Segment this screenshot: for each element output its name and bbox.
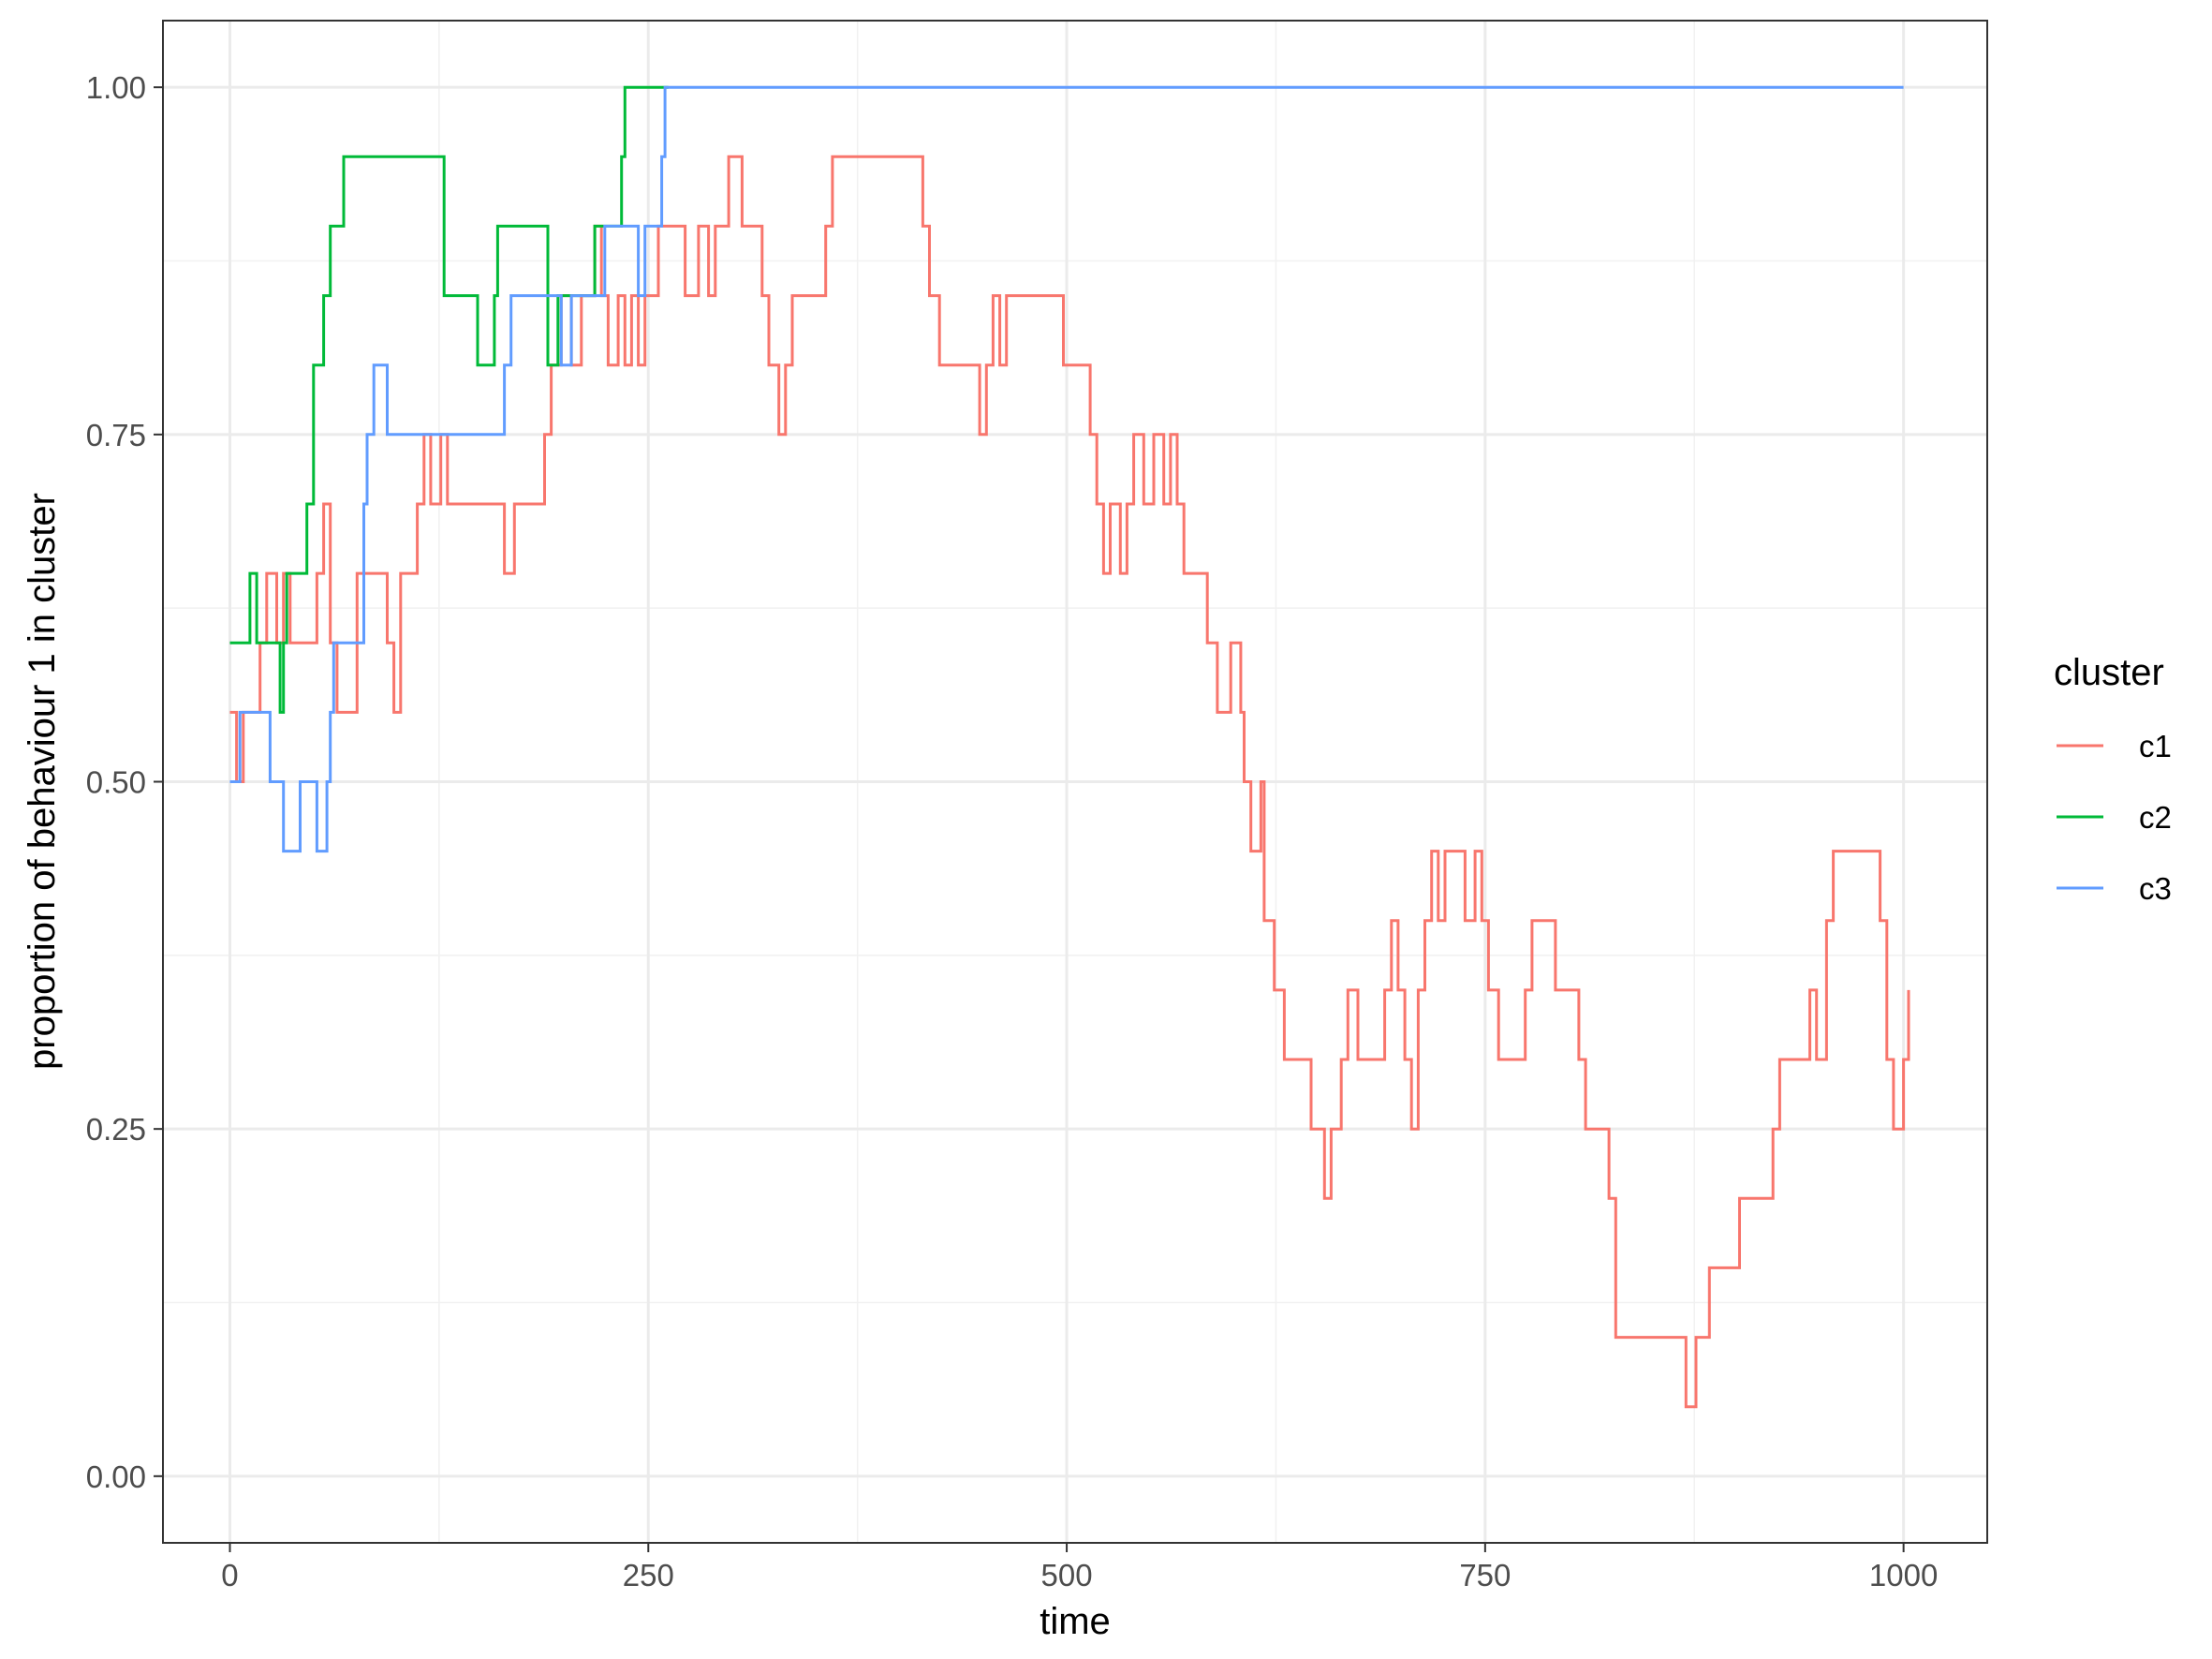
legend-label-c2: c2: [2139, 800, 2172, 835]
series-line-c1: [229, 155, 1910, 1409]
y-tick-label: 0.50: [86, 765, 146, 800]
x-tick-label: 750: [1459, 1558, 1511, 1592]
legend-label-c1: c1: [2139, 729, 2172, 763]
series-lines: [229, 85, 1910, 1409]
legend-keys: c1 c2 c3: [2057, 729, 2172, 906]
y-tick-label: 0.75: [86, 418, 146, 452]
y-axis-title: proportion of behaviour 1 in cluster: [22, 493, 63, 1070]
x-tick-label: 500: [1041, 1558, 1093, 1592]
y-axis: 0.00 0.25 0.50 0.75 1.00: [86, 70, 163, 1494]
x-tick-label: 0: [221, 1558, 238, 1592]
legend-label-c3: c3: [2139, 871, 2172, 906]
x-axis-title: time: [1040, 1601, 1111, 1642]
y-tick-label: 1.00: [86, 70, 146, 105]
legend-title: cluster: [2054, 652, 2164, 693]
grid: [163, 21, 1987, 1543]
y-tick-label: 0.00: [86, 1459, 146, 1494]
legend: cluster c1 c2 c3: [2054, 652, 2172, 906]
x-axis: 0 250 500 750 1000: [221, 1543, 1938, 1592]
x-tick-label: 1000: [1869, 1558, 1938, 1592]
series-line-c3: [229, 85, 1904, 853]
plot-area: [229, 85, 1910, 1409]
x-tick-label: 250: [623, 1558, 674, 1592]
y-tick-label: 0.25: [86, 1112, 146, 1147]
